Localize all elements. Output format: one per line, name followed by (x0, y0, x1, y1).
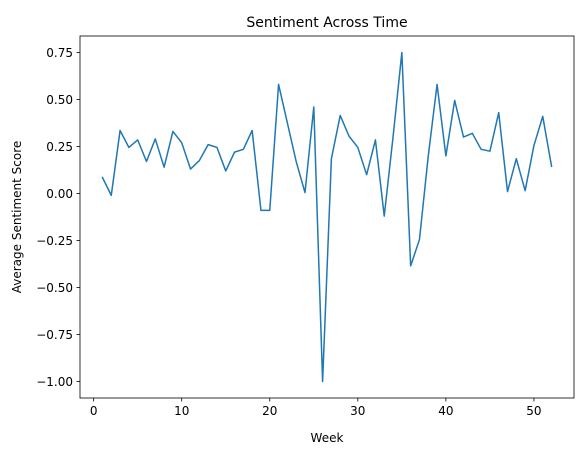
y-tick-label: 0.25 (46, 140, 73, 154)
y-tick-label: −0.75 (36, 328, 73, 342)
chart-title: Sentiment Across Time (246, 15, 407, 31)
x-tick-label: 20 (262, 404, 277, 418)
y-tick-label: −1.00 (36, 375, 73, 389)
y-tick-label: −0.50 (36, 281, 73, 295)
x-axis-label: Week (311, 431, 344, 445)
x-tick-label: 40 (438, 404, 453, 418)
x-tick-label: 10 (174, 404, 189, 418)
y-axis-label: Average Sentiment Score (10, 141, 24, 294)
series-line-0 (101, 51, 553, 383)
x-tick-label: 30 (350, 404, 365, 418)
plot-area: 0 10 20 30 40 50 −1.00 −0.75 −0.50 −0.25 0.00 0.25 0… (36, 35, 575, 418)
axes-frame (79, 35, 575, 399)
y-tick-label: −0.25 (36, 234, 73, 248)
x-tick-label: 50 (526, 404, 541, 418)
y-tick-label: 0.00 (46, 187, 73, 201)
x-tick-label: 0 (90, 404, 98, 418)
y-tick-label: 0.50 (46, 93, 73, 107)
y-tick-label: 0.75 (46, 46, 73, 60)
